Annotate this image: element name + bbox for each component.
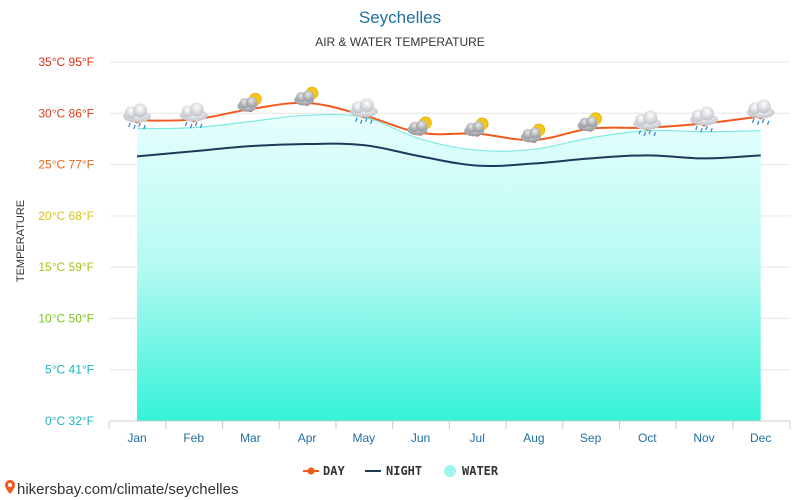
night-line-layer	[136, 142, 761, 168]
x-tick-label: Nov	[693, 431, 714, 445]
x-tick-label: Feb	[183, 431, 204, 445]
y-axis-ticks: 0°C 32°F 5°C 41°F 10°C 50°F 15°C 59°F 20°C 6…	[38, 55, 94, 428]
y-tick-label: 35°C 95°F	[38, 55, 94, 69]
source-link[interactable]: hikersbay.com/climate/seychelles	[17, 481, 238, 498]
cloud-rain-icon	[633, 110, 662, 137]
sun-cloud-icon	[294, 86, 319, 106]
water-line	[136, 113, 761, 152]
night-line	[136, 142, 761, 168]
y-axis-label: TEMPERATURE	[15, 200, 27, 282]
y-tick-label: 15°C 59°F	[38, 260, 94, 274]
legend-water-label: WATER	[462, 464, 499, 478]
x-tick-label: Apr	[298, 431, 317, 445]
legend-item-water: WATER	[444, 464, 499, 478]
x-axis-ticks: Jan Feb Mar Apr May Jun Jul Aug Sep Oct Nov Dec	[108, 421, 791, 445]
chart-subtitle: AIR & WATER TEMPERATURE	[315, 35, 485, 49]
cloud-rain-icon	[123, 103, 151, 130]
x-tick-label: Mar	[240, 431, 261, 445]
x-tick-label: Oct	[638, 431, 657, 445]
legend-night-label: NIGHT	[386, 464, 422, 478]
legend-day-label: DAY	[323, 464, 345, 478]
x-tick-label: Sep	[580, 431, 602, 445]
cloud-rain-icon	[179, 102, 208, 129]
legend-item-night: NIGHT	[365, 464, 422, 478]
source-credit[interactable]: hikersbay.com/climate/seychelles	[5, 480, 238, 498]
water-area	[137, 114, 761, 421]
x-tick-label: Jul	[470, 431, 485, 445]
x-tick-label: Dec	[750, 431, 771, 445]
cloud-rain-icon	[690, 106, 718, 133]
x-tick-label: Jun	[411, 431, 430, 445]
x-tick-label: May	[352, 431, 375, 445]
sun-cloud-icon	[237, 92, 262, 112]
cloud-rain-icon	[349, 98, 378, 124]
y-tick-label: 25°C 77°F	[38, 158, 94, 172]
y-tick-label: 0°C 32°F	[45, 414, 94, 428]
sun-cloud-icon	[577, 112, 602, 132]
weather-icons	[123, 86, 775, 143]
y-tick-label: 20°C 68°F	[38, 209, 94, 223]
water-area-layer	[136, 113, 761, 421]
y-tick-label: 30°C 86°F	[38, 106, 94, 120]
legend-water-marker	[444, 465, 456, 477]
x-tick-label: Jan	[127, 431, 146, 445]
legend: DAY NIGHT WATER	[303, 464, 499, 478]
sun-cloud-icon	[464, 117, 489, 137]
location-pin-icon	[5, 480, 15, 494]
sun-cloud-icon	[520, 123, 546, 143]
sun-cloud-icon	[407, 116, 432, 136]
y-tick-label: 5°C 41°F	[45, 363, 94, 377]
cloud-rain-icon	[746, 99, 775, 126]
x-tick-label: Aug	[523, 431, 544, 445]
chart-title: Seychelles	[359, 8, 441, 27]
legend-day-marker	[307, 467, 315, 475]
legend-item-day: DAY	[303, 464, 345, 478]
y-tick-label: 10°C 50°F	[38, 311, 94, 325]
